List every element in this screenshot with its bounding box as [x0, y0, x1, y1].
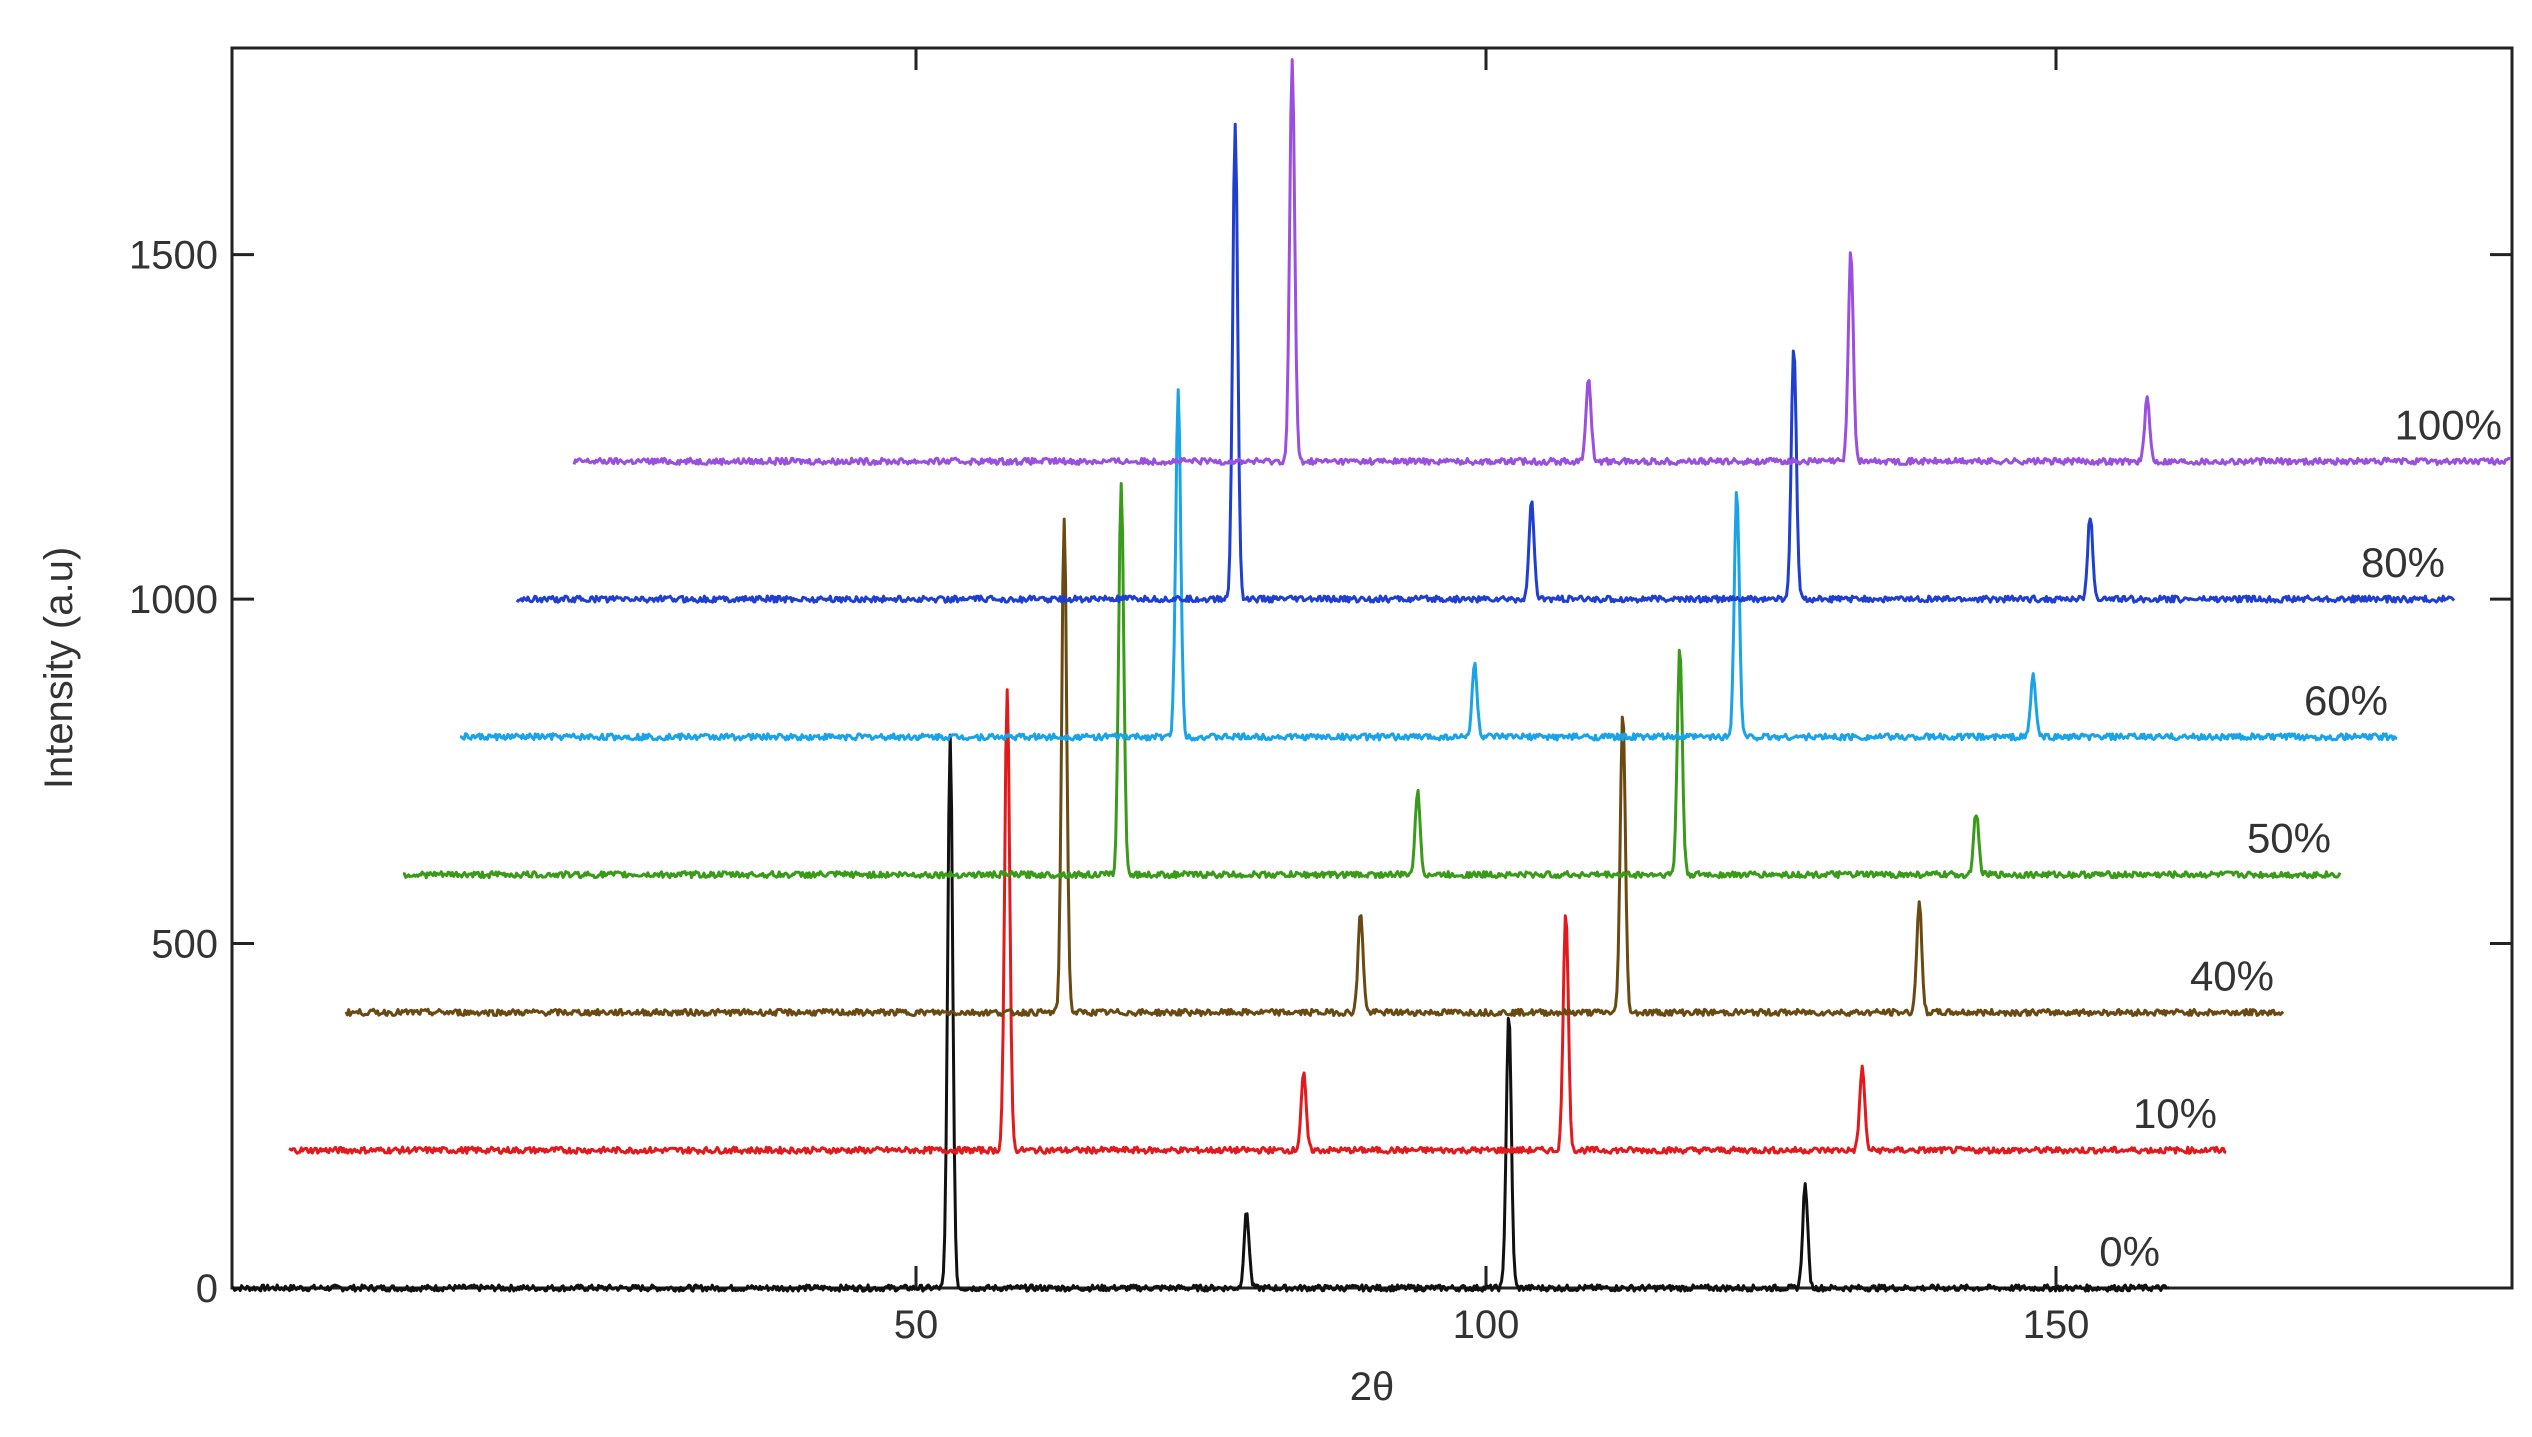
- series-line: [344, 517, 2285, 1017]
- series-label: 0%: [2099, 1228, 2160, 1275]
- series-labels: 0% 10% 40% 50% 60% 80% 100%: [2099, 401, 2502, 1275]
- series-line: [288, 688, 2227, 1155]
- series-line: [402, 482, 2342, 880]
- series-label: 40%: [2190, 952, 2274, 999]
- series-line: [231, 733, 2170, 1293]
- series-line: [572, 58, 2512, 466]
- y-tick-label: 0: [196, 1267, 218, 1311]
- x-axis-title: 2θ: [1350, 1365, 1395, 1409]
- x-tick-label: 150: [2023, 1303, 2090, 1347]
- series-label: 100%: [2395, 401, 2502, 448]
- y-tick-label: 500: [151, 923, 218, 967]
- series-label: 60%: [2304, 677, 2388, 724]
- x-tick-label: 50: [894, 1303, 939, 1347]
- series-label: 80%: [2361, 539, 2445, 586]
- series-label: 50%: [2247, 815, 2331, 862]
- y-tick-label: 1500: [129, 234, 218, 278]
- series-line: [515, 122, 2456, 604]
- series-traces: [231, 58, 2512, 1293]
- series-line: [459, 388, 2398, 742]
- x-tick-label: 100: [1453, 1303, 1520, 1347]
- y-tick-label: 1000: [129, 578, 218, 622]
- series-label: 10%: [2133, 1090, 2217, 1137]
- y-axis-title: Intensity (a.u): [37, 547, 81, 789]
